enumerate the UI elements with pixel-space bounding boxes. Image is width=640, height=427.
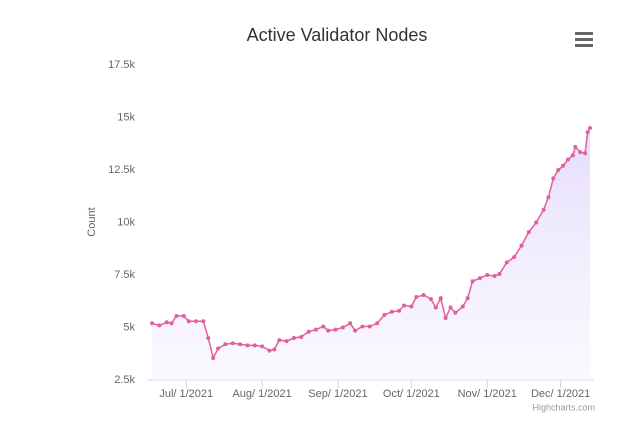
point — [433, 305, 438, 310]
point — [497, 271, 502, 276]
point — [512, 255, 517, 260]
point — [186, 319, 191, 324]
point — [201, 319, 206, 324]
point — [157, 323, 162, 328]
point — [326, 328, 331, 333]
point — [534, 220, 539, 225]
point — [565, 157, 570, 162]
point — [428, 297, 433, 302]
point — [397, 308, 402, 313]
y-tick-label: 2.5k — [114, 374, 135, 386]
point — [284, 339, 289, 344]
y-tick-label: 5k — [123, 321, 135, 333]
point — [299, 334, 304, 339]
point — [465, 296, 470, 301]
point — [333, 327, 338, 332]
point — [245, 343, 250, 348]
point — [389, 309, 394, 314]
point — [150, 321, 154, 326]
point — [174, 313, 179, 318]
point — [485, 273, 490, 277]
point — [206, 336, 211, 340]
point — [470, 279, 475, 284]
point — [211, 355, 216, 360]
point — [409, 304, 414, 309]
point — [306, 329, 311, 334]
point — [443, 316, 448, 321]
x-tick-label: Oct/ 1/2021 — [383, 388, 440, 400]
y-tick-label: 17.5k — [108, 59, 135, 71]
point — [252, 343, 257, 348]
menu-bar — [575, 44, 593, 47]
point — [272, 347, 277, 352]
point — [238, 342, 243, 347]
point — [402, 303, 407, 308]
point — [382, 312, 387, 317]
point — [573, 144, 578, 149]
x-tick-label: Sep/ 1/2021 — [308, 388, 367, 400]
x-tick-label: Dec/ 1/2021 — [531, 388, 590, 400]
menu-bar — [575, 32, 593, 35]
point — [291, 336, 296, 340]
y-tick-label: 12.5k — [108, 164, 135, 176]
point — [526, 229, 531, 234]
point — [414, 295, 419, 300]
point — [504, 260, 509, 265]
point — [460, 304, 465, 309]
point — [367, 324, 372, 329]
point — [583, 151, 588, 156]
point — [519, 243, 524, 248]
point — [477, 276, 482, 281]
point — [169, 321, 174, 326]
menu-button[interactable] — [575, 32, 593, 47]
point — [546, 195, 551, 200]
point — [453, 310, 458, 315]
y-tick-label: 7.5k — [114, 269, 135, 281]
point — [181, 313, 186, 318]
x-tick-label: Nov/ 1/2021 — [458, 388, 517, 400]
point — [230, 341, 235, 346]
point — [348, 321, 353, 326]
point — [260, 344, 265, 349]
point — [556, 168, 561, 172]
point — [340, 325, 345, 330]
point — [223, 342, 228, 347]
point — [551, 176, 556, 181]
point — [561, 163, 566, 168]
point — [492, 274, 497, 279]
x-tick-label: Aug/ 1/2021 — [232, 388, 291, 400]
point — [541, 207, 546, 212]
point — [321, 324, 326, 329]
x-tick-label: Jul/ 1/2021 — [159, 388, 213, 400]
point — [313, 327, 318, 332]
point — [588, 126, 592, 130]
point — [353, 328, 358, 333]
credit: Highcharts.com — [532, 402, 595, 412]
menu-bar — [575, 38, 593, 41]
point — [277, 338, 282, 343]
y-tick-label: 10k — [117, 216, 135, 228]
point — [578, 150, 583, 155]
point — [421, 292, 426, 297]
point — [164, 320, 169, 325]
point — [570, 153, 575, 158]
area — [152, 128, 590, 380]
point — [585, 130, 590, 135]
chart-title: Active Validator Nodes — [247, 25, 428, 45]
y-axis-title: Count — [86, 207, 98, 236]
point — [375, 321, 380, 326]
point — [438, 296, 443, 301]
y-tick-label: 15k — [117, 111, 135, 123]
point — [267, 348, 272, 353]
point — [448, 305, 453, 310]
point — [216, 346, 221, 351]
point — [360, 324, 365, 329]
point — [194, 319, 199, 324]
